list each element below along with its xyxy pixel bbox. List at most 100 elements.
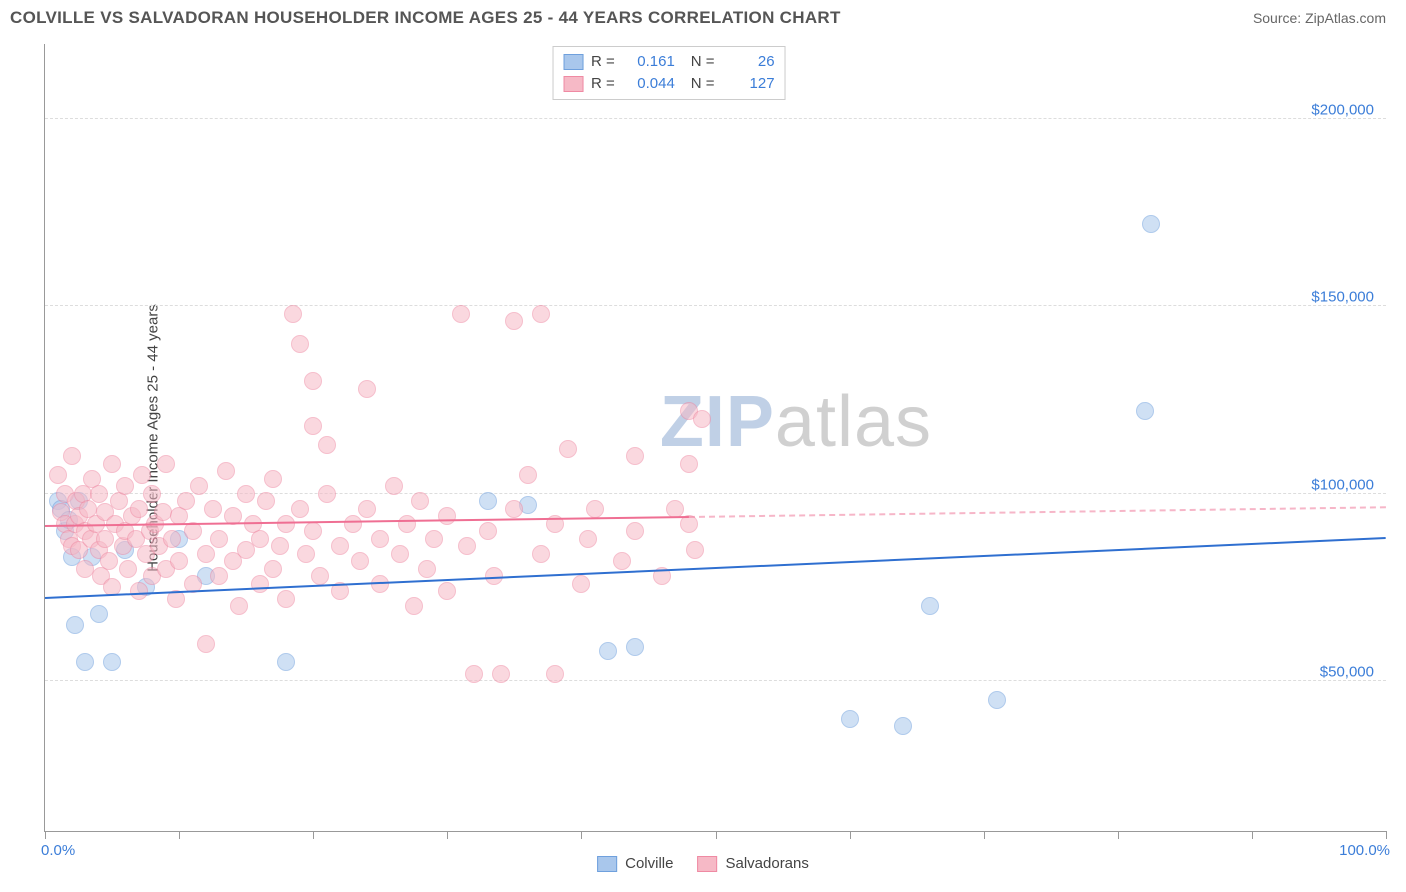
data-point [257, 492, 275, 510]
data-point [988, 691, 1006, 709]
y-tick-label: $200,000 [1311, 101, 1374, 118]
data-point [49, 466, 67, 484]
data-point [505, 500, 523, 518]
data-point [284, 305, 302, 323]
data-point [921, 597, 939, 615]
scatter-chart: Householder Income Ages 25 - 44 years ZI… [44, 44, 1386, 832]
source-prefix: Source: [1253, 10, 1305, 26]
data-point [371, 530, 389, 548]
series-swatch [563, 76, 583, 92]
data-point [90, 605, 108, 623]
data-point [425, 530, 443, 548]
data-point [465, 665, 483, 683]
data-point [626, 522, 644, 540]
data-point [130, 582, 148, 600]
chart-title: COLVILLE VS SALVADORAN HOUSEHOLDER INCOM… [10, 8, 841, 28]
x-tick [1118, 831, 1119, 839]
data-point [190, 477, 208, 495]
data-point [626, 447, 644, 465]
data-point [277, 653, 295, 671]
data-point [297, 545, 315, 563]
data-point [546, 665, 564, 683]
data-point [492, 665, 510, 683]
data-point [479, 522, 497, 540]
x-tick [716, 831, 717, 839]
legend-label: Salvadorans [725, 855, 808, 872]
data-point [251, 530, 269, 548]
data-point [251, 575, 269, 593]
data-point [351, 552, 369, 570]
data-point [318, 436, 336, 454]
y-tick-label: $50,000 [1320, 664, 1374, 681]
x-axis-max-label: 100.0% [1339, 842, 1390, 859]
data-point [1142, 215, 1160, 233]
data-point [344, 515, 362, 533]
data-point [177, 492, 195, 510]
stat-n-label: N = [691, 51, 715, 73]
data-point [666, 500, 684, 518]
data-point [264, 470, 282, 488]
data-point [291, 335, 309, 353]
legend-swatch [697, 856, 717, 872]
data-point [264, 560, 282, 578]
data-point [532, 545, 550, 563]
data-point [277, 590, 295, 608]
x-tick [313, 831, 314, 839]
y-tick-label: $150,000 [1311, 289, 1374, 306]
data-point [304, 417, 322, 435]
legend-item: Colville [597, 855, 673, 872]
data-point [693, 410, 711, 428]
x-axis-min-label: 0.0% [41, 842, 75, 859]
gridline [45, 118, 1386, 119]
data-point [116, 477, 134, 495]
stat-n-value: 127 [723, 73, 775, 95]
data-point [505, 312, 523, 330]
data-point [358, 380, 376, 398]
stats-row: R =0.044N =127 [563, 73, 775, 95]
data-point [304, 522, 322, 540]
legend-label: Colville [625, 855, 673, 872]
data-point [237, 485, 255, 503]
x-tick [984, 831, 985, 839]
data-point [271, 537, 289, 555]
data-point [1136, 402, 1154, 420]
x-tick [1386, 831, 1387, 839]
gridline [45, 680, 1386, 681]
data-point [210, 530, 228, 548]
stat-n-value: 26 [723, 51, 775, 73]
stat-r-label: R = [591, 73, 615, 95]
source-attribution: Source: ZipAtlas.com [1253, 10, 1386, 26]
legend-item: Salvadorans [697, 855, 808, 872]
data-point [841, 710, 859, 728]
data-point [452, 305, 470, 323]
data-point [438, 582, 456, 600]
series-swatch [563, 54, 583, 70]
y-tick-label: $100,000 [1311, 476, 1374, 493]
data-point [559, 440, 577, 458]
data-point [418, 560, 436, 578]
data-point [133, 466, 151, 484]
data-point [90, 485, 108, 503]
data-point [599, 642, 617, 660]
data-point [405, 597, 423, 615]
data-point [103, 455, 121, 473]
stat-n-label: N = [691, 73, 715, 95]
data-point [586, 500, 604, 518]
data-point [157, 455, 175, 473]
data-point [613, 552, 631, 570]
x-tick [1252, 831, 1253, 839]
data-point [170, 552, 188, 570]
gridline [45, 305, 1386, 306]
data-point [398, 515, 416, 533]
data-point [143, 485, 161, 503]
data-point [66, 616, 84, 634]
data-point [385, 477, 403, 495]
data-point [119, 560, 137, 578]
data-point [204, 500, 222, 518]
data-point [103, 653, 121, 671]
data-point [311, 567, 329, 585]
data-point [163, 530, 181, 548]
data-point [579, 530, 597, 548]
data-point [304, 372, 322, 390]
stat-r-label: R = [591, 51, 615, 73]
